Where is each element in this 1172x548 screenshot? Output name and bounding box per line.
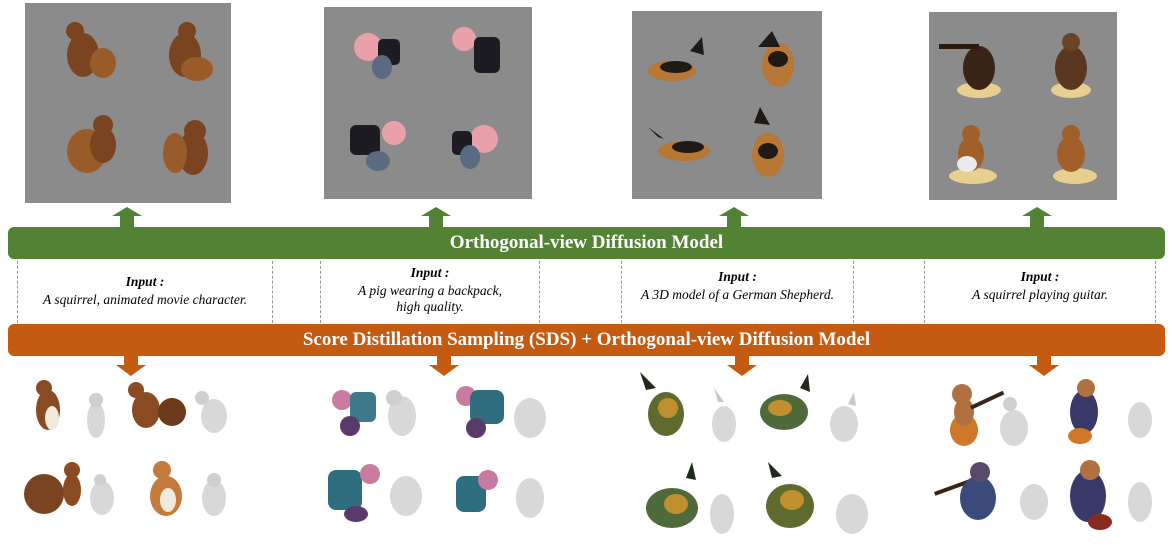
divider bbox=[924, 261, 925, 323]
divider bbox=[853, 261, 854, 323]
input-label: Input : bbox=[410, 265, 450, 280]
down-arrow-icon bbox=[1029, 356, 1059, 376]
divider bbox=[320, 261, 321, 323]
up-arrow-icon bbox=[112, 207, 142, 227]
squirrel-guitar-views-panel bbox=[929, 12, 1117, 200]
prompt-text: A pig wearing a backpack, high quality. bbox=[357, 283, 503, 314]
prompt-squirrel: Input : A squirrel, animated movie chara… bbox=[18, 261, 272, 322]
divider bbox=[1155, 261, 1156, 323]
squirrel-views-panel bbox=[25, 3, 231, 203]
down-arrow-icon bbox=[116, 356, 146, 376]
pig-3d-renders bbox=[320, 372, 550, 534]
input-label: Input : bbox=[718, 269, 757, 284]
prompt-squirrel-guitar: Input : A squirrel playing guitar. bbox=[925, 261, 1155, 322]
down-arrow-icon bbox=[727, 356, 757, 376]
up-arrow-icon bbox=[421, 207, 451, 227]
input-label: Input : bbox=[1020, 269, 1060, 284]
squirrel-3d-renders bbox=[18, 372, 233, 532]
divider bbox=[17, 261, 18, 323]
input-label: Input : bbox=[125, 274, 165, 289]
sds-diffusion-banner: Score Distillation Sampling (SDS) + Orth… bbox=[8, 324, 1165, 356]
up-arrow-icon bbox=[719, 207, 749, 227]
divider bbox=[272, 261, 273, 323]
orthogonal-view-diffusion-banner: Orthogonal-view Diffusion Model bbox=[8, 227, 1165, 259]
prompt-text: A squirrel, animated movie character. bbox=[43, 292, 247, 307]
shepherd-3d-renders bbox=[632, 368, 872, 538]
prompt-text: A 3D model of a German Shepherd. bbox=[640, 287, 835, 302]
pig-views-panel bbox=[324, 7, 532, 199]
prompt-pig: Input : A pig wearing a backpack, high q… bbox=[321, 261, 539, 322]
squirrel-guitar-3d-renders bbox=[934, 372, 1159, 536]
shepherd-views-panel bbox=[632, 11, 822, 199]
prompt-text: A squirrel playing guitar. bbox=[972, 287, 1108, 302]
down-arrow-icon bbox=[429, 356, 459, 376]
divider bbox=[621, 261, 622, 323]
prompt-shepherd: Input : A 3D model of a German Shepherd. bbox=[622, 261, 853, 322]
up-arrow-icon bbox=[1022, 207, 1052, 227]
divider bbox=[539, 261, 540, 323]
